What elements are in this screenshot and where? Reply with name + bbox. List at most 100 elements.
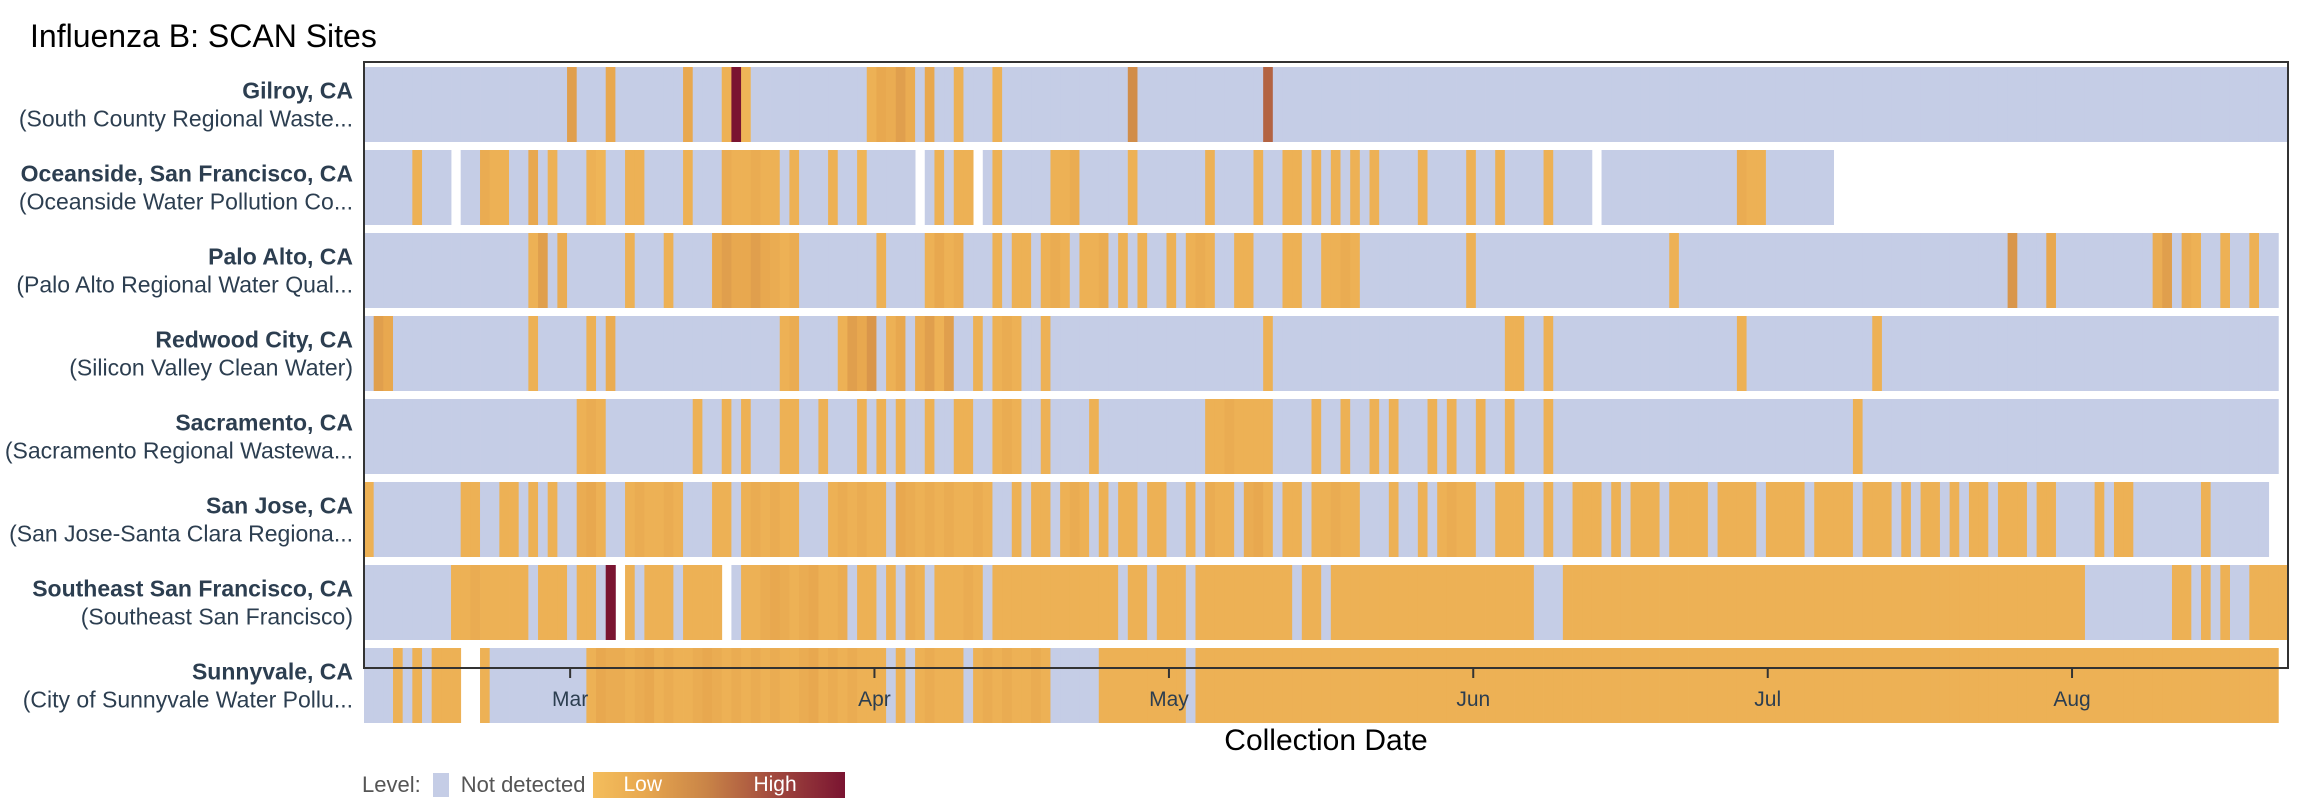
not-detected-cell [441,316,452,391]
not-detected-cell [2191,399,2202,474]
not-detected-cell [1978,67,1989,142]
detection-cell [741,399,752,474]
detection-cell [1794,482,1805,557]
detection-cell [1427,648,1438,723]
not-detected-cell [567,316,578,391]
detection-cell [1591,565,1602,640]
not-detected-cell [1814,67,1825,142]
not-detected-cell [712,150,723,225]
detection-cell [1369,565,1380,640]
detection-cell [1939,648,1951,723]
detection-cell [1872,482,1883,557]
not-detected-cell [1379,399,1390,474]
not-detected-cell [1707,399,1718,474]
detection-cell [1166,233,1177,308]
not-detected-cell [1678,316,1689,391]
detection-cell [1195,565,1206,640]
detection-cell [1156,482,1167,557]
site-facility-label: (South County Regional Waste... [19,106,353,132]
detection-cell [1011,565,1022,640]
not-detected-cell [1079,316,1090,391]
not-detected-cell [2181,399,2192,474]
not-detected-cell [2239,316,2250,391]
detection-cell [1079,482,1090,557]
detection-cell [1427,399,1438,474]
not-detected-cell [760,67,771,142]
detection-cell [1350,150,1361,225]
not-detected-cell [615,399,626,474]
not-detected-cell [1485,399,1496,474]
not-detected-cell [2007,399,2018,474]
not-detected-cell [1475,482,1486,557]
detection-cell [992,316,1003,391]
not-detected-cell [1408,399,1419,474]
not-detected-cell [1485,67,1496,142]
not-detected-cell [673,233,684,308]
detection-cell [1446,565,1457,640]
detection-cell [1466,648,1477,723]
detection-cell [1688,648,1699,723]
detection-cell [1968,482,1980,557]
not-detected-cell [470,150,481,225]
detection-cell [509,482,520,557]
not-detected-cell [373,233,384,308]
detection-cell [1292,648,1303,723]
detection-cell [779,648,790,723]
not-detected-cell [1804,316,1815,391]
not-detected-cell [1243,67,1254,142]
not-detected-cell [1988,67,1999,142]
not-detected-cell [1939,482,1951,557]
not-detected-cell [1437,150,1448,225]
detection-cell [1069,565,1080,640]
detection-cell [1891,565,1902,640]
not-detected-cell [1417,233,1428,308]
not-detected-cell [1823,316,1834,391]
not-detected-cell [567,399,578,474]
detection-cell [1369,399,1380,474]
not-detected-cell [1562,150,1573,225]
detection-cell [1659,565,1670,640]
not-detected-cell [866,399,877,474]
not-detected-cell [1456,150,1467,225]
detection-cell [953,565,964,640]
detection-cell [1591,648,1602,723]
not-detected-cell [1417,316,1428,391]
not-detected-cell [1195,150,1206,225]
detection-cell [1794,648,1805,723]
not-detected-cell [1321,316,1332,391]
not-detected-cell [2171,482,2183,557]
not-detected-cell [1408,233,1419,308]
detection-cell [731,67,742,142]
detection-cell [837,565,848,640]
site-labels: Gilroy, CA(South County Regional Waste..… [5,78,353,713]
not-detected-cell [1388,150,1399,225]
not-detected-cell [509,399,520,474]
detection-cell [1485,565,1496,640]
detection-cell [953,67,964,142]
not-detected-cell [847,399,858,474]
not-detected-cell [1108,399,1119,474]
detection-cell [1050,233,1061,308]
not-detected-cell [2210,565,2221,640]
detection-cell [1205,648,1216,723]
not-detected-cell [1437,399,1448,474]
detection-cell [625,565,636,640]
not-detected-cell [634,565,645,640]
not-detected-cell [750,316,761,391]
not-detected-cell [1833,399,1844,474]
detection-cell [837,648,848,723]
not-detected-cell [1350,67,1361,142]
detection-cell [876,233,887,308]
not-detected-cell [567,150,578,225]
not-detected-cell [441,67,452,142]
not-detected-cell [2075,67,2086,142]
not-detected-cell [1988,233,1999,308]
detection-cell [876,399,887,474]
not-detected-cell [2026,233,2038,308]
not-detected-cell [2133,233,2144,308]
detection-cell [741,482,752,557]
not-detected-cell [605,399,616,474]
detection-cell [605,648,616,723]
detection-cell [1031,648,1042,723]
not-detected-cell [953,316,964,391]
